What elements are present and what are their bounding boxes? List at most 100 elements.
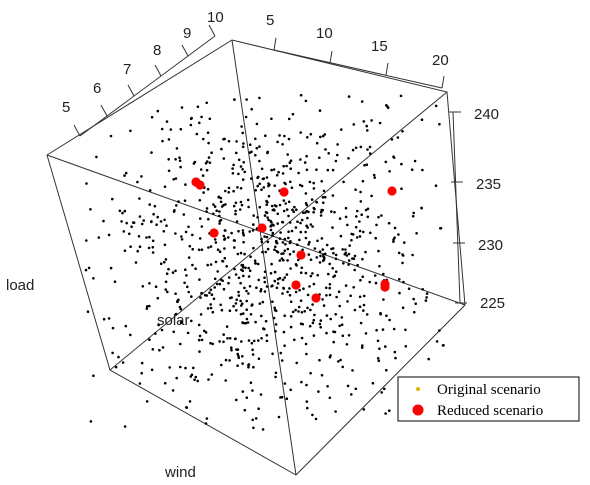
original-scenario-point <box>279 396 282 399</box>
original-scenario-point <box>420 118 424 121</box>
original-scenario-point <box>200 338 204 342</box>
original-scenario-point <box>380 214 383 217</box>
original-scenario-point <box>148 304 151 308</box>
original-scenario-point <box>217 195 221 199</box>
original-scenario-point <box>294 226 298 229</box>
original-scenario-point <box>309 308 312 312</box>
original-scenario-point <box>162 230 166 233</box>
original-scenario-point <box>333 274 337 278</box>
original-scenario-point <box>129 333 132 337</box>
original-scenario-point <box>398 291 401 295</box>
original-scenario-point <box>237 290 240 294</box>
original-scenario-point <box>239 165 243 168</box>
original-scenario-point <box>262 186 266 189</box>
original-scenario-point <box>260 188 263 191</box>
original-scenario-point <box>378 264 381 268</box>
original-scenario-point <box>208 291 211 295</box>
original-scenario-point <box>232 204 236 208</box>
original-scenario-point <box>283 237 287 241</box>
original-scenario-point <box>179 127 183 131</box>
original-scenario-point <box>320 373 324 377</box>
original-scenario-point <box>204 331 208 334</box>
original-scenario-point <box>300 311 304 314</box>
original-scenario-point <box>352 286 356 289</box>
solar-axis-title: solar <box>157 312 190 329</box>
load-tickmark <box>100 104 108 117</box>
load-tick-label: 6 <box>93 80 101 97</box>
original-scenario-point <box>309 371 312 375</box>
original-scenario-point <box>334 159 338 163</box>
original-scenario-point <box>330 210 333 213</box>
original-scenario-point <box>282 164 286 168</box>
original-scenario-point <box>228 337 232 340</box>
original-scenario-point <box>233 267 236 271</box>
original-scenario-point <box>355 236 359 239</box>
original-scenario-point <box>305 168 309 172</box>
original-scenario-point <box>390 138 394 141</box>
original-scenario-point <box>300 218 304 222</box>
original-scenario-point <box>341 248 345 251</box>
solar-axis: 5 10 15 20 <box>266 12 449 89</box>
original-scenario-point <box>131 221 135 224</box>
original-scenario-point <box>356 209 359 213</box>
original-scenario-point <box>198 278 201 281</box>
original-scenario-point <box>388 170 391 173</box>
original-scenario-point <box>202 137 205 141</box>
original-scenario-point <box>151 246 155 249</box>
original-scenario-point <box>290 186 294 189</box>
original-scenario-point <box>111 351 114 355</box>
reduced-scenario-point <box>291 280 301 290</box>
original-scenario-point <box>250 107 253 111</box>
original-scenario-point <box>177 200 180 203</box>
original-scenario-point <box>385 368 388 372</box>
original-scenario-point <box>265 176 269 179</box>
original-scenario-point <box>381 328 385 331</box>
wind-tick-label: 225 <box>480 295 505 312</box>
original-scenario-point <box>366 129 369 132</box>
original-scenario-point <box>111 326 115 330</box>
original-scenario-point <box>199 313 203 316</box>
original-scenario-point <box>252 246 255 250</box>
original-scenario-point <box>322 304 326 307</box>
original-scenario-point <box>244 321 248 325</box>
original-scenario-point <box>327 152 331 155</box>
original-scenario-point <box>245 317 249 321</box>
original-scenario-point <box>262 327 265 330</box>
original-scenario-point <box>140 371 143 375</box>
original-scenario-point <box>401 253 404 256</box>
original-scenario-point <box>89 420 93 423</box>
wind-axis: 225 230 235 240 <box>449 106 505 312</box>
original-scenario-point <box>117 355 120 359</box>
original-scenario-point <box>184 183 187 186</box>
original-scenario-point <box>341 365 345 369</box>
original-scenario-point <box>325 331 328 335</box>
original-scenario-point <box>350 238 353 242</box>
original-scenario-point <box>333 210 336 214</box>
original-scenario-point <box>148 338 151 342</box>
original-scenario-point <box>247 365 250 369</box>
original-scenario-point <box>234 337 237 341</box>
original-scenario-point <box>264 319 268 323</box>
original-scenario-point <box>256 262 260 266</box>
original-scenario-point <box>199 217 202 220</box>
original-scenario-point <box>273 306 277 310</box>
original-scenario-point <box>219 303 222 307</box>
original-scenario-point <box>404 328 407 332</box>
original-scenario-point <box>247 292 250 295</box>
original-scenario-point <box>411 253 414 257</box>
original-scenario-point <box>384 160 388 164</box>
original-scenario-point <box>401 306 405 310</box>
original-scenario-point <box>350 393 353 396</box>
original-scenario-point <box>276 212 280 216</box>
original-scenario-point <box>304 342 308 346</box>
original-scenario-point <box>239 281 242 285</box>
original-scenario-point <box>251 229 255 232</box>
original-scenario-point <box>163 218 166 222</box>
original-scenario-point <box>296 220 299 223</box>
original-scenario-point <box>254 417 258 420</box>
cube-edge-back-right <box>109 91 448 371</box>
original-scenario-point <box>276 222 280 225</box>
original-scenario-series <box>84 93 445 431</box>
original-scenario-point <box>321 196 325 199</box>
original-scenario-point <box>322 189 326 193</box>
